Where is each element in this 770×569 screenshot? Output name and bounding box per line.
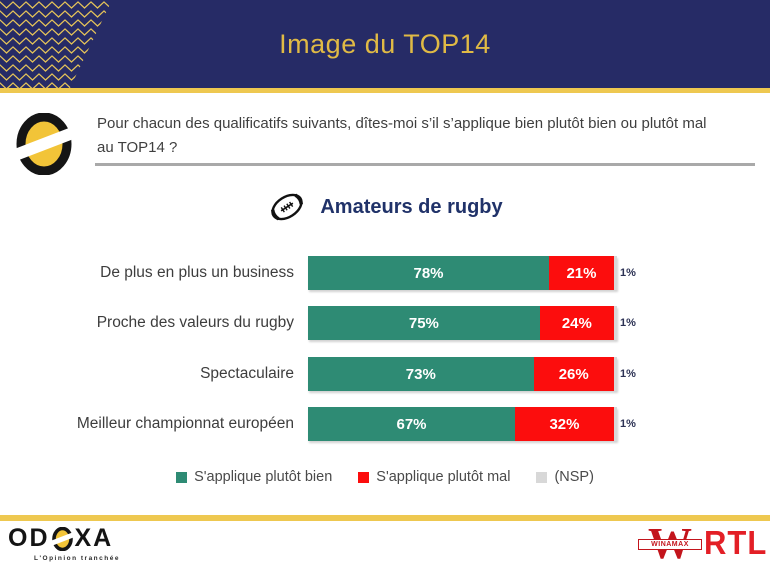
bar-group: 67% 32%: [308, 407, 617, 441]
bar-segment-nsp: [613, 256, 617, 290]
bar-value-label: 75%: [408, 314, 439, 332]
bar-value-label: 67%: [396, 415, 427, 433]
bar-value-label: 21%: [566, 264, 597, 282]
legend-swatch-icon: [536, 471, 548, 483]
bar-group: 78% 21%: [308, 256, 617, 290]
bar-value-label: 26%: [558, 365, 589, 383]
odoxa-logo: OD XA L'Opinion tranchée: [8, 524, 128, 562]
gold-divider-top: [0, 88, 770, 93]
bar-value-label: 78%: [413, 264, 444, 282]
category-label: Proche des valeurs du rugby: [96, 314, 294, 331]
bar-segment-bien: 78%: [308, 256, 550, 290]
bar-segment-mal: 21%: [549, 256, 614, 290]
question-separator: [95, 163, 755, 166]
odoxa-wordmark: OD XA: [8, 524, 128, 553]
rugby-ball-icon: [271, 193, 304, 221]
winamax-banner: WINAMAX: [638, 539, 702, 550]
nsp-value-label: 1%: [620, 368, 636, 380]
nsp-value-label: 1%: [620, 317, 636, 329]
legend-swatch-icon: [358, 471, 370, 483]
chart-row: Meilleur championnat européen 67% 32% 1%: [0, 407, 770, 441]
legend-item: S'applique plutôt mal: [358, 469, 510, 485]
bar-segment-bien: 75%: [308, 306, 540, 340]
herringbone-pattern-icon: [0, 0, 112, 88]
chart-title-block: Amateurs de rugby: [0, 188, 770, 226]
bar-value-label: 24%: [561, 314, 592, 332]
bar-segment-nsp: [613, 306, 617, 340]
odoxa-o-small-icon: [51, 526, 73, 551]
odoxa-o-icon: [15, 113, 73, 175]
header-banner: Image du TOP14: [0, 0, 770, 88]
legend-swatch-icon: [176, 471, 188, 483]
winamax-logo: W WINAMAX: [638, 520, 702, 568]
gold-divider-bottom: [0, 515, 770, 521]
chart-row: Spectaculaire 73% 26% 1%: [0, 357, 770, 391]
question-text: Pour chacun des qualificatifs suivants, …: [97, 112, 759, 160]
bar-segment-nsp: [613, 357, 617, 391]
question-line-1: Pour chacun des qualificatifs suivants, …: [97, 115, 707, 132]
bar-group: 73% 26%: [308, 357, 617, 391]
chart-legend: S'applique plutôt bien S'applique plutôt …: [0, 469, 770, 485]
bar-segment-bien: 73%: [308, 357, 534, 391]
nsp-value-label: 1%: [620, 267, 636, 279]
bar-segment-nsp: [613, 407, 617, 441]
rtl-logo: RTL: [704, 523, 768, 562]
legend-item: (NSP): [536, 469, 594, 485]
category-label: Spectaculaire: [200, 365, 294, 382]
bar-segment-mal: 32%: [515, 407, 614, 441]
page-title: Image du TOP14: [279, 28, 491, 59]
legend-label: (NSP): [554, 469, 594, 485]
legend-label: S'applique plutôt bien: [194, 469, 333, 485]
legend-item: S'applique plutôt bien: [176, 469, 332, 485]
bar-value-label: 73%: [405, 365, 436, 383]
odoxa-word-left: OD: [8, 524, 50, 552]
nsp-value-label: 1%: [620, 418, 636, 430]
bar-value-label: 32%: [549, 415, 580, 433]
legend-label: S'applique plutôt mal: [376, 469, 511, 485]
chart-title: Amateurs de rugby: [320, 195, 503, 218]
chart-row: Proche des valeurs du rugby 75% 24% 1%: [0, 306, 770, 340]
bar-group: 75% 24%: [308, 306, 617, 340]
question-line-2: au TOP14 ?: [97, 139, 178, 156]
odoxa-tagline: L'Opinion tranchée: [34, 555, 120, 562]
category-label: Meilleur championnat européen: [76, 415, 294, 432]
odoxa-word-right: XA: [74, 524, 114, 552]
bar-segment-mal: 26%: [533, 357, 614, 391]
category-label: De plus en plus un business: [100, 264, 294, 281]
bar-segment-mal: 24%: [539, 306, 614, 340]
chart-row: De plus en plus un business 78% 21% 1%: [0, 256, 770, 290]
bar-segment-bien: 67%: [308, 407, 516, 441]
